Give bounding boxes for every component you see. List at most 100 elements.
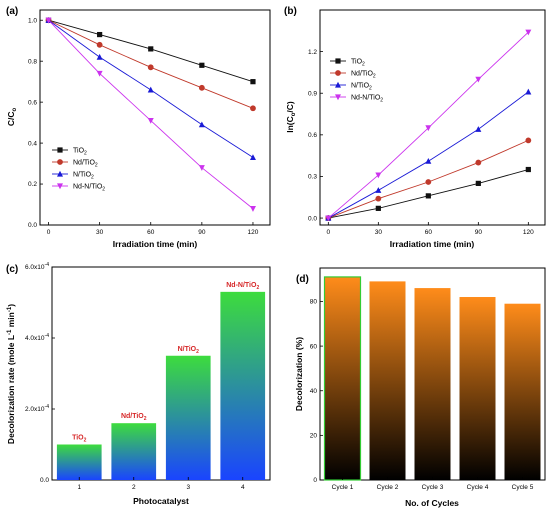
data-point (475, 159, 482, 166)
panel-b-letter: (b) (284, 6, 297, 17)
data-point (375, 172, 382, 179)
legend-entry: Nd/TiO2 (73, 160, 98, 169)
bar (220, 291, 266, 480)
y-tick-label: 80 (310, 299, 318, 306)
panel-b-y-axis-title: ln(Co/C) (285, 101, 297, 133)
x-tick-label: 120 (248, 229, 259, 236)
panel-d-letter: (d) (296, 274, 309, 285)
data-point (250, 105, 256, 112)
bar (165, 355, 211, 480)
legend-entry: N/TiO2 (351, 83, 372, 92)
panel-b-marks: 0 30 60 90 120 0.0 0.3 0.6 0.9 1.2 TiO2 Nd/TiO2 N/Ti… (308, 29, 534, 236)
data-point (147, 117, 154, 124)
legend-marker (335, 81, 341, 88)
x-tick-label: 90 (198, 229, 206, 236)
bar (369, 281, 406, 480)
data-point (475, 180, 481, 186)
bar (111, 423, 157, 480)
x-tick-label: 2 (132, 484, 136, 491)
panel-b-plot-frame (319, 9, 546, 226)
y-tick-label: 4.0x10-4 (25, 333, 49, 342)
x-tick-label: 4 (241, 484, 245, 491)
panel-c-x-axis-title: Photocatalyst (133, 496, 189, 506)
panel-c-marks: 0.0 2.0x10-4 4.0x10-4 6.0x10-4 1 TiO2 2 Nd/TiO2… (25, 262, 266, 491)
data-point (425, 179, 432, 185)
bar-label: Nd-N/TiO2 (226, 282, 259, 291)
data-point (198, 121, 205, 128)
legend-entry: TiO2 (73, 148, 87, 157)
data-point (475, 76, 482, 83)
legend-marker (335, 94, 341, 101)
x-tick-label: 120 (523, 229, 534, 236)
y-tick-label: 0.3 (308, 174, 317, 181)
panel-c: (c) 0.0 2.0x10-4 4.0x10-4 6.0x10-4 1 TiO2 2 Nd/… (6, 262, 271, 506)
panel-c-letter: (c) (6, 264, 18, 275)
data-point (97, 31, 103, 38)
data-point (425, 157, 432, 164)
data-point (45, 17, 52, 24)
x-tick-label: Cycle 5 (512, 484, 534, 491)
bar (504, 303, 541, 480)
x-tick-label: 60 (425, 229, 433, 236)
x-tick-label: 0 (47, 229, 51, 236)
data-point (375, 195, 382, 202)
data-point (375, 205, 381, 211)
legend-marker (57, 170, 63, 177)
x-tick-label: 30 (96, 229, 104, 236)
x-tick-label: 90 (475, 229, 483, 236)
panel-d: (d) 0 20 40 60 80 Cycle 1 Cycle 2 Cycle 3 Cycle … (294, 267, 546, 508)
x-tick-label: 60 (147, 229, 155, 236)
legend-entry: Nd-N/TiO2 (351, 95, 383, 104)
data-point (250, 79, 256, 85)
legend-marker (57, 159, 63, 165)
y-tick-label: 0.0 (308, 215, 317, 222)
series-line (48, 19, 254, 109)
panel-a-plot-frame (39, 9, 271, 226)
data-point (525, 166, 531, 173)
panel-a-x-axis-title: Irradiation time (min) (113, 239, 198, 249)
legend-entry: TiO2 (351, 59, 365, 68)
data-point (525, 137, 532, 144)
y-tick-label: 0.2 (28, 181, 37, 188)
bar-label: N/TiO2 (178, 346, 200, 355)
data-point (425, 193, 431, 199)
data-point (148, 46, 154, 52)
bar (414, 288, 451, 480)
x-tick-label: Cycle 1 (332, 484, 354, 491)
data-point (375, 187, 382, 193)
panel-b: (b) 0 30 60 90 120 0.0 0.3 0.6 0.9 1.2 TiO2 Nd/TiO2… (284, 6, 546, 249)
x-tick-label: 3 (186, 484, 190, 491)
y-tick-label: 6.0x10-4 (25, 262, 49, 271)
legend-marker (335, 70, 341, 76)
x-tick-label: 0 (327, 229, 331, 236)
panel-c-plot-frame (51, 266, 271, 481)
panel-b-x-axis-title: Irradiation time (min) (390, 239, 475, 249)
panel-d-y-axis-title: Decolorization (%) (294, 337, 304, 411)
x-tick-label: Cycle 3 (422, 484, 444, 491)
panel-a-marks: 0 30 60 90 120 0.0 0.2 0.4 0.6 0.8 1.0 TiO2 Nd/TiO2 N… (28, 17, 259, 236)
data-point (96, 41, 103, 48)
data-point (96, 53, 103, 60)
data-point (96, 70, 103, 77)
data-point (198, 84, 205, 91)
data-point (147, 86, 154, 93)
y-tick-label: 40 (310, 388, 318, 395)
series-line (328, 91, 529, 219)
data-point (249, 206, 256, 212)
data-point (525, 29, 532, 36)
data-point (325, 215, 332, 222)
y-tick-label: 0 (313, 477, 317, 484)
panel-d-marks: 0 20 40 60 80 Cycle 1 Cycle 2 Cycle 3 Cycle 4 Cyc… (310, 276, 541, 491)
legend-entry: N/TiO2 (73, 172, 94, 181)
y-tick-label: 60 (310, 343, 318, 350)
bar-label: Nd/TiO2 (121, 413, 147, 422)
y-tick-label: 2.0x10-4 (25, 404, 49, 413)
data-point (475, 126, 482, 132)
y-tick-label: 1.0 (28, 17, 37, 24)
y-tick-label: 0.6 (28, 99, 37, 106)
panel-a-y-axis-title: C/Co (6, 108, 18, 127)
legend-marker (57, 147, 63, 153)
bar (459, 297, 496, 480)
data-point (249, 154, 256, 161)
